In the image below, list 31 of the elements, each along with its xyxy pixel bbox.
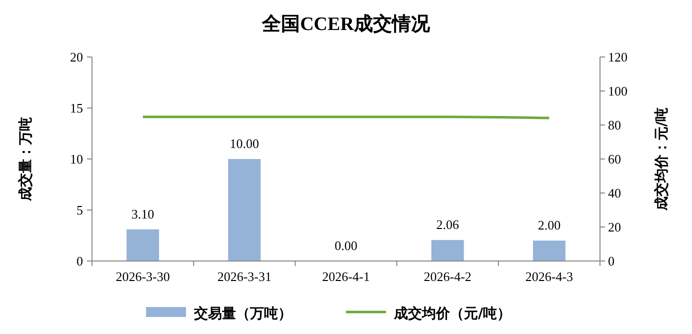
legend-label: 交易量（万吨） <box>193 304 292 322</box>
y-tick-label: 0 <box>76 254 83 269</box>
y-tick-label: 5 <box>76 202 83 218</box>
y2-tick-label: 80 <box>608 118 621 133</box>
bar <box>126 229 160 261</box>
y-tick-label: 20 <box>70 50 83 65</box>
data-label: 3.10 <box>131 206 154 222</box>
data-label: 0.00 <box>334 238 358 253</box>
data-label: 2.00 <box>538 218 561 233</box>
x-tick-label: 2026-4-1 <box>322 269 370 284</box>
bar <box>228 159 261 261</box>
y-axis-title: 成交量：万吨 <box>17 117 34 202</box>
y-tick-label: 10 <box>70 152 83 167</box>
data-label: 2.06 <box>436 216 460 232</box>
y-tick-label: 15 <box>70 100 83 116</box>
y2-axis-title: 成交均价：元/吨 <box>653 107 670 212</box>
y2-tick-label: 120 <box>608 50 628 65</box>
y2-tick-label: 0 <box>608 254 614 269</box>
bar <box>431 240 464 261</box>
x-tick-label: 2026-3-30 <box>116 269 170 284</box>
legend-label: 成交均价（元/吨） <box>393 304 512 322</box>
bar <box>532 240 566 261</box>
y2-tick-label: 20 <box>608 220 621 235</box>
x-tick-label: 2026-3-31 <box>217 269 272 284</box>
y2-tick-label: 100 <box>608 84 628 99</box>
data-label: 10.00 <box>230 136 260 151</box>
y2-tick-label: 40 <box>608 186 621 201</box>
x-tick-label: 2026-4-2 <box>424 269 472 284</box>
chart-title: 全国CCER成交情况 <box>261 13 431 35</box>
y2-tick-label: 60 <box>608 152 621 167</box>
x-tick-label: 2026-4-3 <box>525 269 574 284</box>
